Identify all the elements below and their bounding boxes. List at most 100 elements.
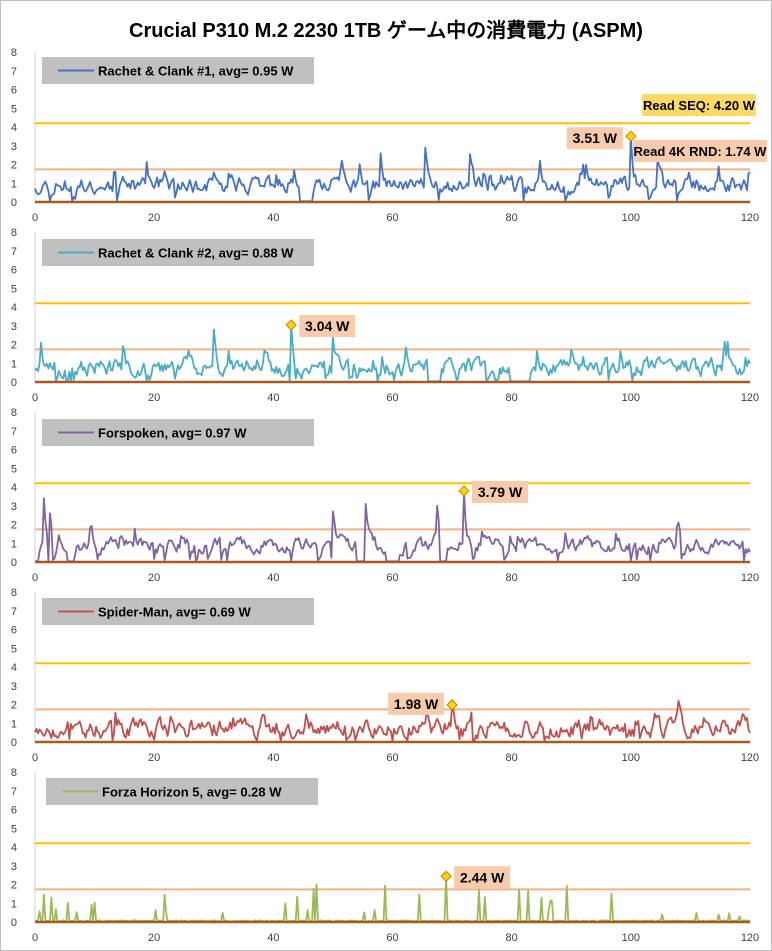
y-tick-label: 1 [11, 898, 17, 910]
y-tick-label: 1 [11, 718, 17, 730]
x-tick-label: 100 [622, 752, 640, 764]
y-tick-label: 5 [11, 823, 17, 835]
y-tick-label: 8 [11, 587, 17, 599]
y-tick-label: 2 [11, 520, 17, 532]
x-tick-label: 100 [622, 932, 640, 944]
x-tick-label: 60 [386, 752, 398, 764]
x-tick-label: 60 [386, 392, 398, 404]
read-4k-label: Read 4K RND: 1.74 W [634, 144, 768, 159]
y-tick-label: 6 [11, 445, 17, 457]
y-tick-label: 2 [11, 160, 17, 172]
series-line [34, 875, 751, 923]
x-tick-label: 120 [741, 392, 759, 404]
y-tick-label: 5 [11, 643, 17, 655]
read-seq-label: Read SEQ: 4.20 W [643, 98, 756, 113]
peak-label: 2.44 W [460, 869, 505, 885]
x-tick-label: 0 [32, 572, 38, 584]
legend-label: Spider-Man, avg= 0.69 W [98, 605, 252, 620]
y-tick-label: 4 [11, 842, 17, 854]
x-tick-label: 0 [32, 752, 38, 764]
legend-label: Forza Horizon 5, avg= 0.28 W [102, 785, 282, 800]
y-tick-label: 7 [11, 606, 17, 618]
y-tick-label: 4 [11, 662, 17, 674]
y-tick-label: 0 [11, 377, 17, 389]
y-tick-label: 1 [11, 178, 17, 190]
y-tick-label: 5 [11, 463, 17, 475]
y-tick-label: 6 [11, 85, 17, 97]
x-tick-label: 20 [148, 932, 160, 944]
y-tick-label: 5 [11, 283, 17, 295]
x-tick-label: 0 [32, 212, 38, 224]
x-tick-label: 60 [386, 932, 398, 944]
legend-label: Forspoken, avg= 0.97 W [98, 426, 247, 441]
y-tick-label: 3 [11, 501, 17, 513]
read-4k-label-box [633, 140, 767, 162]
x-tick-label: 40 [267, 572, 279, 584]
x-tick-label: 20 [148, 752, 160, 764]
x-tick-label: 40 [267, 752, 279, 764]
peak-label-box [566, 127, 623, 150]
legend-label: Rachet & Clank #2, avg= 0.88 W [98, 246, 294, 261]
y-tick-label: 8 [11, 47, 17, 59]
y-tick-label: 4 [11, 302, 17, 314]
peak-label-box [472, 480, 528, 503]
peak-marker [458, 485, 470, 497]
y-tick-label: 7 [11, 66, 17, 78]
series-line [35, 490, 751, 563]
peak-label-box [388, 692, 445, 715]
peak-label: 3.04 W [305, 318, 350, 334]
x-tick-label: 0 [32, 392, 38, 404]
legend-label: Rachet & Clank #1, avg= 0.95 W [98, 64, 294, 79]
series-line [34, 324, 751, 383]
x-tick-label: 40 [267, 392, 279, 404]
y-tick-label: 6 [11, 625, 17, 637]
y-tick-label: 2 [11, 340, 17, 352]
y-tick-label: 0 [11, 737, 17, 749]
x-tick-label: 80 [506, 392, 518, 404]
x-tick-label: 120 [741, 932, 759, 944]
y-tick-label: 0 [11, 917, 17, 929]
y-tick-label: 2 [11, 880, 17, 892]
y-tick-label: 7 [11, 246, 17, 258]
x-tick-label: 80 [506, 752, 518, 764]
x-tick-label: 20 [148, 392, 160, 404]
peak-marker [440, 870, 452, 882]
y-tick-label: 1 [11, 358, 17, 370]
y-tick-label: 8 [11, 227, 17, 239]
y-tick-label: 6 [11, 805, 17, 817]
peak-label-box [454, 866, 511, 889]
peak-label: 3.79 W [478, 484, 523, 500]
y-tick-label: 2 [11, 700, 17, 712]
x-tick-label: 60 [386, 572, 398, 584]
y-tick-label: 0 [11, 557, 17, 569]
y-tick-label: 8 [11, 767, 17, 779]
y-tick-label: 6 [11, 265, 17, 277]
y-tick-label: 8 [11, 407, 17, 419]
y-tick-label: 0 [11, 197, 17, 209]
y-tick-label: 3 [11, 681, 17, 693]
y-tick-label: 4 [11, 122, 17, 134]
y-tick-label: 7 [11, 786, 17, 798]
x-tick-label: 80 [506, 212, 518, 224]
x-tick-label: 20 [148, 212, 160, 224]
y-tick-label: 4 [11, 482, 17, 494]
y-tick-label: 3 [11, 141, 17, 153]
read-seq-label-box [642, 94, 756, 116]
x-tick-label: 0 [32, 932, 38, 944]
x-tick-label: 100 [622, 392, 640, 404]
peak-marker [446, 699, 458, 711]
x-tick-label: 120 [741, 752, 759, 764]
x-tick-label: 80 [506, 932, 518, 944]
x-tick-label: 120 [741, 572, 759, 584]
page-title: Crucial P310 M.2 2230 1TB ゲーム中の消費電力 (ASP… [129, 20, 643, 42]
x-tick-label: 80 [506, 572, 518, 584]
peak-label-box [299, 315, 356, 337]
peak-marker [285, 319, 297, 331]
peak-label: 3.51 W [573, 130, 618, 146]
y-tick-label: 3 [11, 861, 17, 873]
